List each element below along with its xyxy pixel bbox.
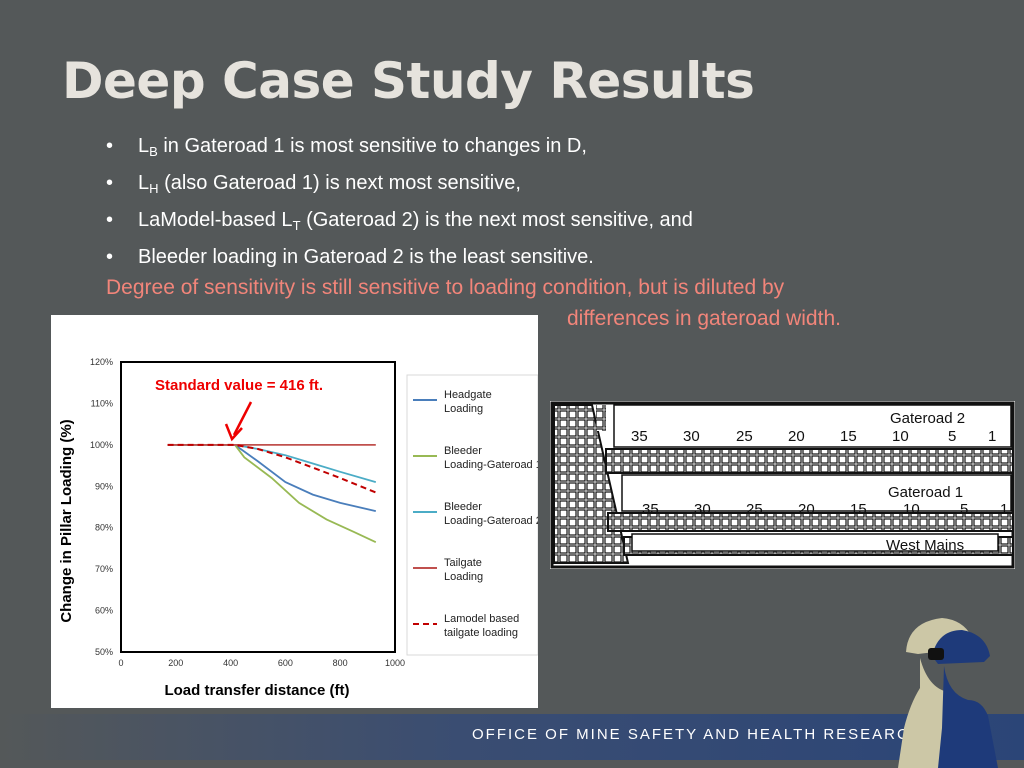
crosscut-number: 5 (960, 501, 968, 518)
map-pillar-block (596, 405, 606, 431)
slide-title: Deep Case Study Results (62, 52, 755, 110)
bullet-main: Bleeder loading in Gateroad 2 is the lea… (138, 246, 594, 268)
bullet-main: L (138, 172, 150, 194)
mine-map-drawing: Gateroad 2 Gateroad 1 West Mains 35 30 2… (550, 401, 1015, 569)
mine-map: Gateroad 2 Gateroad 1 West Mains 35 30 2… (550, 401, 1015, 569)
chart-panel: 50% 60% 70% 80% 90% 100% 110% 120% 0 200 400 600 80… (51, 315, 538, 708)
gateroad2-panel (613, 404, 1012, 448)
x-tick-label: 0 (118, 658, 123, 668)
crosscut-number: 30 (694, 501, 711, 518)
sensitivity-note-continued: differences in gateroad width. (567, 307, 841, 330)
west-mains-panel (631, 533, 999, 552)
bullet-dot: • (106, 135, 114, 157)
bullet-dot: • (106, 246, 114, 268)
y-tick-label: 70% (95, 564, 113, 574)
crosscut-number: 25 (746, 501, 763, 518)
x-tick-label: 800 (333, 658, 348, 668)
bullet-list: • LB in Gateroad 1 is most sensitive to c… (104, 128, 964, 276)
crosscut-number: 10 (903, 501, 920, 518)
crosscut-number: 15 (850, 501, 867, 518)
crosscut-number: 1 (988, 428, 996, 445)
standard-value-annotation: Standard value = 416 ft. (155, 377, 323, 394)
y-tick-label: 100% (90, 440, 113, 450)
crosscut-number: 30 (683, 428, 700, 445)
crosscut-number: 10 (892, 428, 909, 445)
footer-bar (0, 714, 1024, 760)
x-tick-label: 600 (278, 658, 293, 668)
sensitivity-note: Degree of sensitivity is still sensitive… (106, 276, 785, 299)
west-mains-label: West Mains (886, 537, 964, 554)
bullet-dot: • (106, 172, 114, 194)
gateroad2-entries (605, 448, 1014, 474)
x-tick-label: 400 (223, 658, 238, 668)
crosscut-number: 20 (788, 428, 805, 445)
annotation-arrow (224, 401, 253, 442)
crosscut-number: 5 (948, 428, 956, 445)
y-tick-label: 60% (95, 606, 113, 616)
bullet-item: • LH (also Gateroad 1) is next most sens… (104, 165, 964, 202)
y-tick-label: 90% (95, 481, 113, 491)
x-tick-label: 1000 (385, 658, 405, 668)
legend (406, 374, 538, 656)
y-axis-label: Change in Pillar Loading (%) (58, 419, 75, 622)
legend-label: Lamodel based tailgate loading (444, 613, 519, 639)
gateroad1-panel (621, 474, 1012, 512)
pillar-loading-chart: 50% 60% 70% 80% 90% 100% 110% 120% 0 200 400 600 80… (58, 357, 538, 699)
y-tick-label: 120% (90, 357, 113, 367)
bullet-subscript: H (149, 181, 159, 196)
y-tick-label: 80% (95, 523, 113, 533)
footer-text: OFFICE OF MINE SAFETY AND HEALTH RESEARC… (472, 726, 923, 743)
bullet-item: • LB in Gateroad 1 is most sensitive to c… (104, 128, 964, 165)
crosscut-number: 15 (840, 428, 857, 445)
x-tick-label: 200 (168, 658, 183, 668)
gateroad2-label: Gateroad 2 (890, 410, 965, 427)
crosscut-number: 35 (642, 501, 659, 518)
bullet-dot: • (106, 209, 114, 231)
bullet-main: L (138, 135, 150, 157)
bullet-item: • LaModel-based LT (Gateroad 2) is the ne… (104, 202, 964, 239)
bullet-rest: (Gateroad 2) is the next most sensitive,… (300, 209, 693, 231)
series-line (167, 443, 377, 494)
crosscut-number: 35 (631, 428, 648, 445)
gateroad1-entries (607, 512, 1014, 532)
legend-label: Bleeder Loading-Gateroad 1 (444, 445, 538, 471)
bullet-main: LaModel-based L (138, 209, 293, 231)
bullet-subscript: T (292, 218, 301, 233)
crosscut-number: 1 (1000, 501, 1008, 518)
x-axis-label: Load transfer distance (ft) (164, 682, 349, 699)
miner-logo-icon (898, 618, 998, 768)
legend-label: Headgate Loading (444, 389, 492, 415)
gateroad1-label: Gateroad 1 (888, 484, 963, 501)
plot-area (120, 361, 396, 653)
crosscut-number: 25 (736, 428, 753, 445)
y-tick-label: 110% (91, 398, 113, 408)
bullet-rest: in Gateroad 1 is most sensitive to chang… (157, 135, 587, 157)
legend-label: Bleeder Loading-Gateroad 2 (444, 501, 538, 527)
bullet-item: • Bleeder loading in Gateroad 2 is the le… (104, 239, 964, 276)
bullet-rest: (also Gateroad 1) is next most sensitive… (158, 172, 521, 194)
crosscut-number: 20 (798, 501, 815, 518)
bullet-subscript: B (149, 144, 158, 159)
y-tick-label: 50% (95, 647, 113, 657)
legend-label: Tailgate Loading (444, 557, 483, 583)
